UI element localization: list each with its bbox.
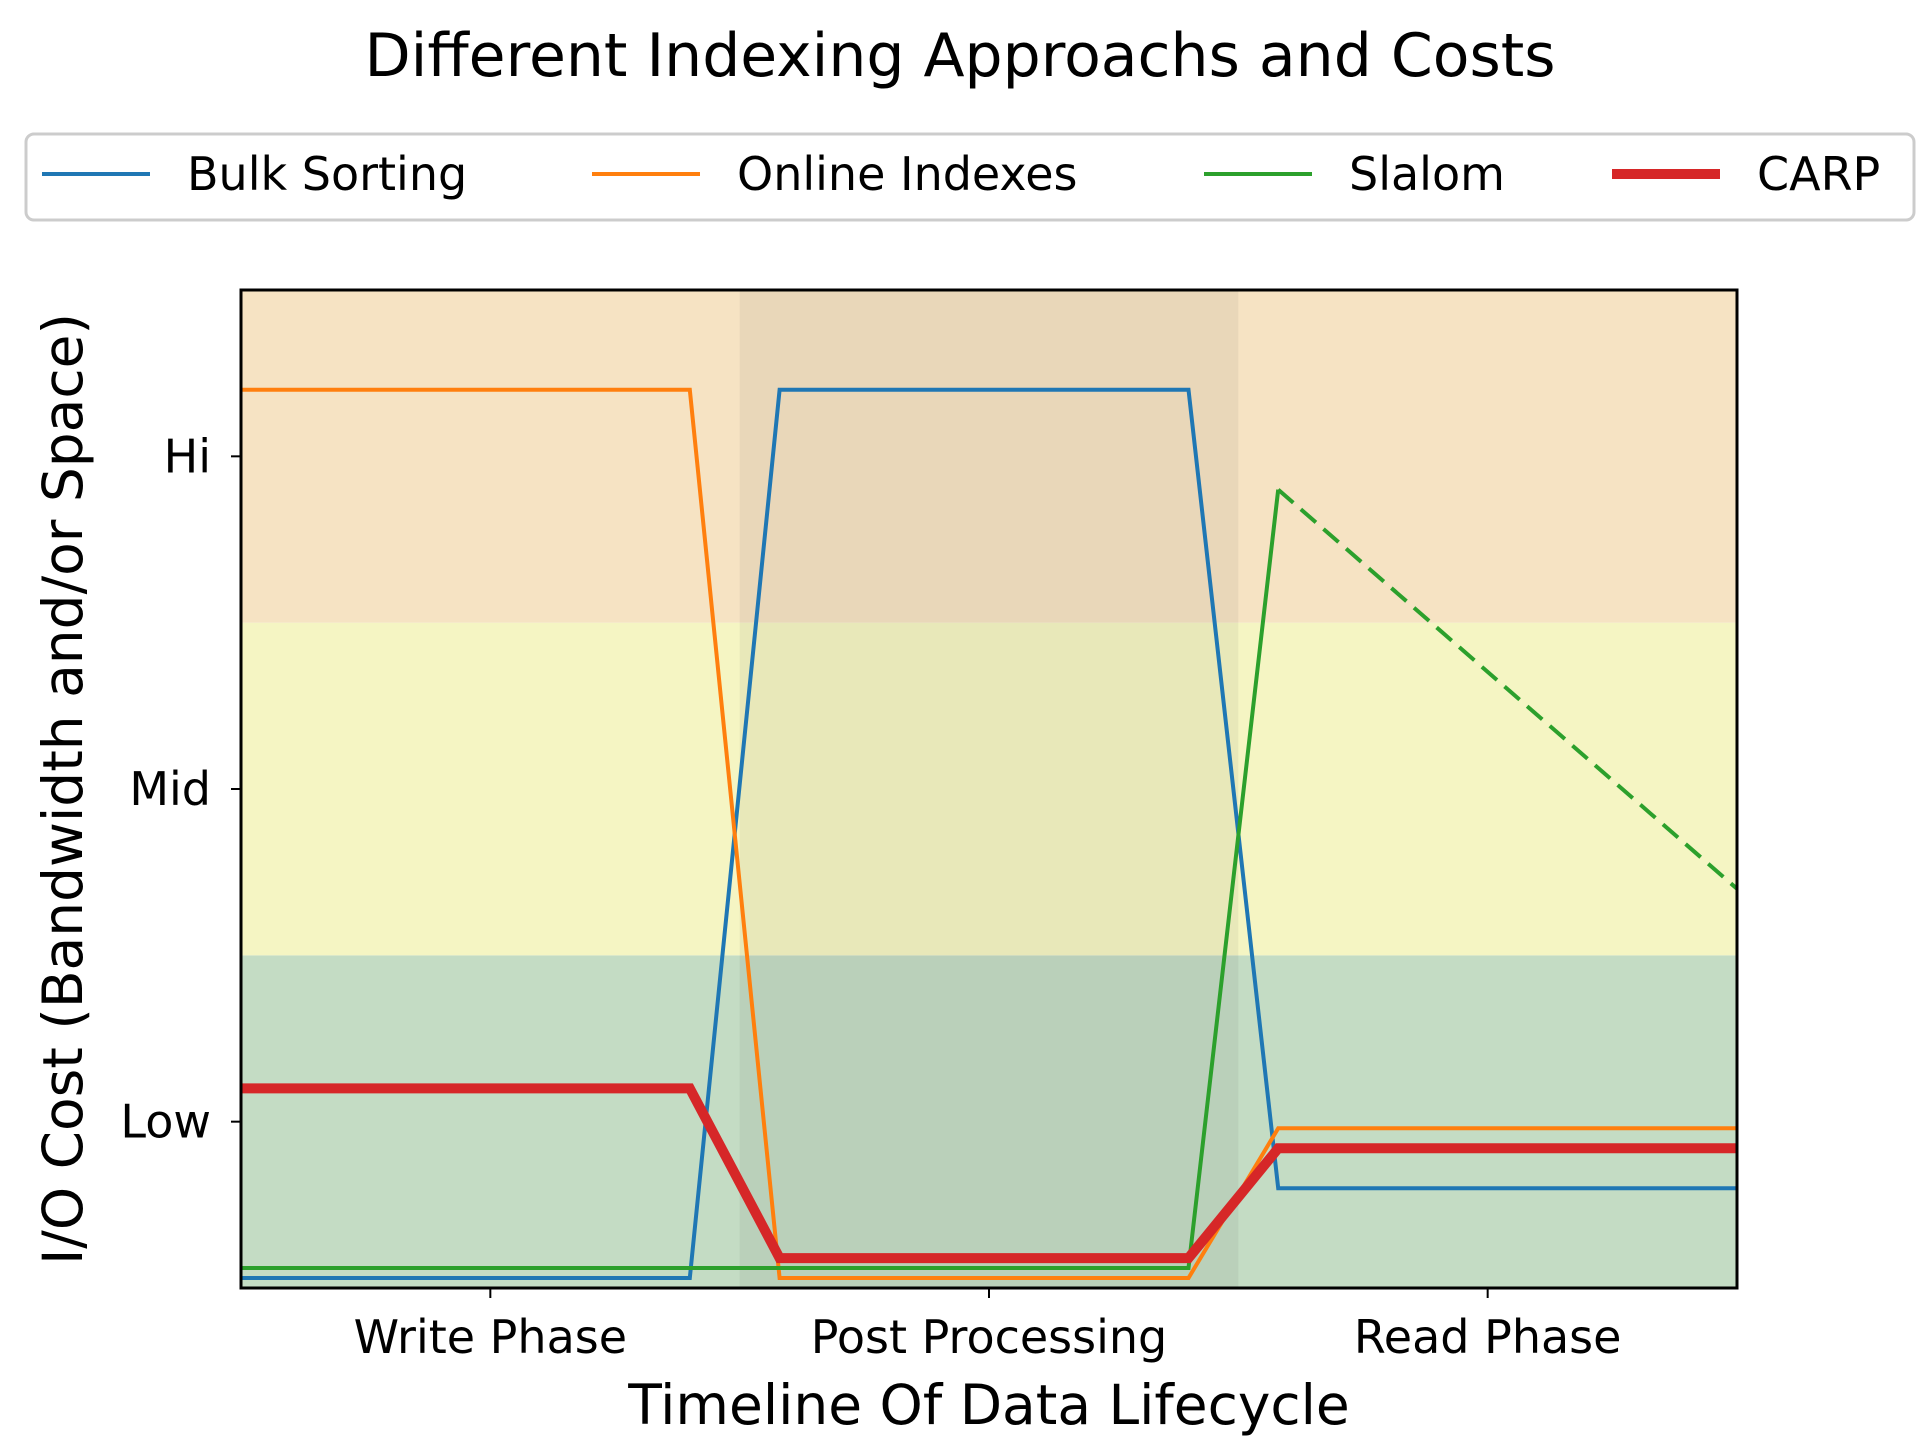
cost-band-2 [241, 290, 1737, 623]
legend-label-bulk-sorting: Bulk Sorting [187, 147, 467, 201]
series-line-online-indexes [241, 387, 1737, 1280]
cost-band-0 [241, 955, 1737, 1288]
phase-shade [739, 290, 1239, 1288]
plot-area [239, 288, 1739, 1290]
x-tick-label: Write Phase [354, 1310, 627, 1364]
y-tick-label: Mid [129, 762, 211, 816]
series-line-dashed-slalom [1276, 488, 1739, 891]
y-axis-label: I/O Cost (Bandwidth and/or Space) [31, 313, 95, 1265]
chart-title: Different Indexing Approachs and Costs [364, 21, 1555, 91]
series-line-bulk-sorting [241, 387, 1737, 1280]
legend: Bulk Sorting Online Indexes Slalom CARP [24, 132, 1916, 222]
cost-band-1 [241, 622, 1737, 956]
y-tick-label: Hi [164, 429, 211, 483]
series-line-slalom [241, 489, 1281, 1270]
x-tick-label: Post Processing [811, 1310, 1168, 1364]
x-axis: Write Phase Post Processing Read Phase [354, 1288, 1622, 1364]
legend-label-slalom: Slalom [1349, 147, 1505, 201]
legend-label-carp: CARP [1757, 147, 1880, 201]
x-tick-label: Read Phase [1354, 1310, 1622, 1364]
legend-frame [24, 132, 1916, 222]
x-axis-label: Timeline Of Data Lifecycle [627, 1373, 1350, 1437]
series-line-carp [241, 1083, 1737, 1264]
y-tick-label: Low [120, 1095, 211, 1149]
y-axis: Low Mid Hi [120, 429, 241, 1149]
legend-label-online-indexes: Online Indexes [737, 147, 1078, 201]
